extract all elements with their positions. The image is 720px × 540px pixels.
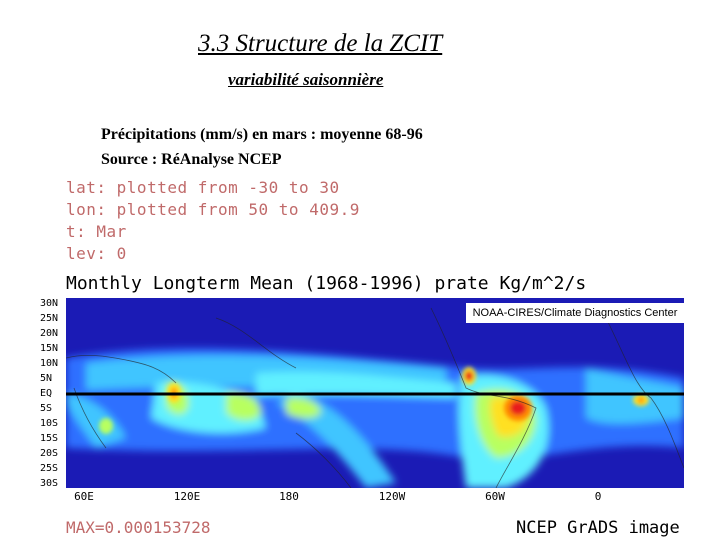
coastlines	[66, 307, 684, 488]
grads-level: lev: 0	[66, 244, 127, 263]
lat-label: 20S	[40, 448, 59, 459]
lat-label: 25N	[40, 313, 59, 324]
lat-label: 20N	[40, 328, 59, 339]
lat-label: 5S	[40, 403, 53, 414]
lon-label: 120E	[173, 490, 201, 503]
max-value-label: MAX=0.000153728	[66, 518, 211, 537]
slide-title: 3.3 Structure de la ZCIT	[198, 30, 443, 57]
lon-label: 0	[594, 490, 602, 503]
caption-line-2: Source : RéAnalyse NCEP	[101, 151, 282, 168]
caption-line-1: Précipitations (mm/s) en mars : moyenne …	[101, 126, 423, 143]
lat-label: 30S	[40, 478, 59, 489]
lon-label: 60W	[485, 490, 505, 503]
lat-label: 10N	[40, 358, 59, 369]
lat-label: 15S	[40, 433, 59, 444]
plot-title: Monthly Longterm Mean (1968-1996) prate …	[66, 273, 587, 294]
slide-subtitle: variabilité saisonnière	[228, 70, 384, 89]
lat-label: 5N	[40, 373, 53, 384]
lat-label: 25S	[40, 463, 59, 474]
lat-label: 10S	[40, 418, 59, 429]
lat-label: 15N	[40, 343, 59, 354]
lat-label: EQ	[40, 388, 53, 399]
lon-label: 180	[279, 490, 299, 503]
credit-label: NOAA-CIRES/Climate Diagnostics Center	[466, 303, 684, 323]
lon-label: 60E	[74, 490, 94, 503]
precipitation-map	[66, 298, 684, 488]
precip-field	[66, 298, 684, 488]
grads-lat-range: lat: plotted from -30 to 30	[66, 178, 340, 197]
grads-brand-label: NCEP GrADS image	[516, 518, 680, 538]
grads-lon-range: lon: plotted from 50 to 409.9	[66, 200, 360, 219]
lat-label: 30N	[40, 298, 59, 309]
lon-label: 120W	[378, 490, 406, 503]
grads-time: t: Mar	[66, 222, 127, 241]
